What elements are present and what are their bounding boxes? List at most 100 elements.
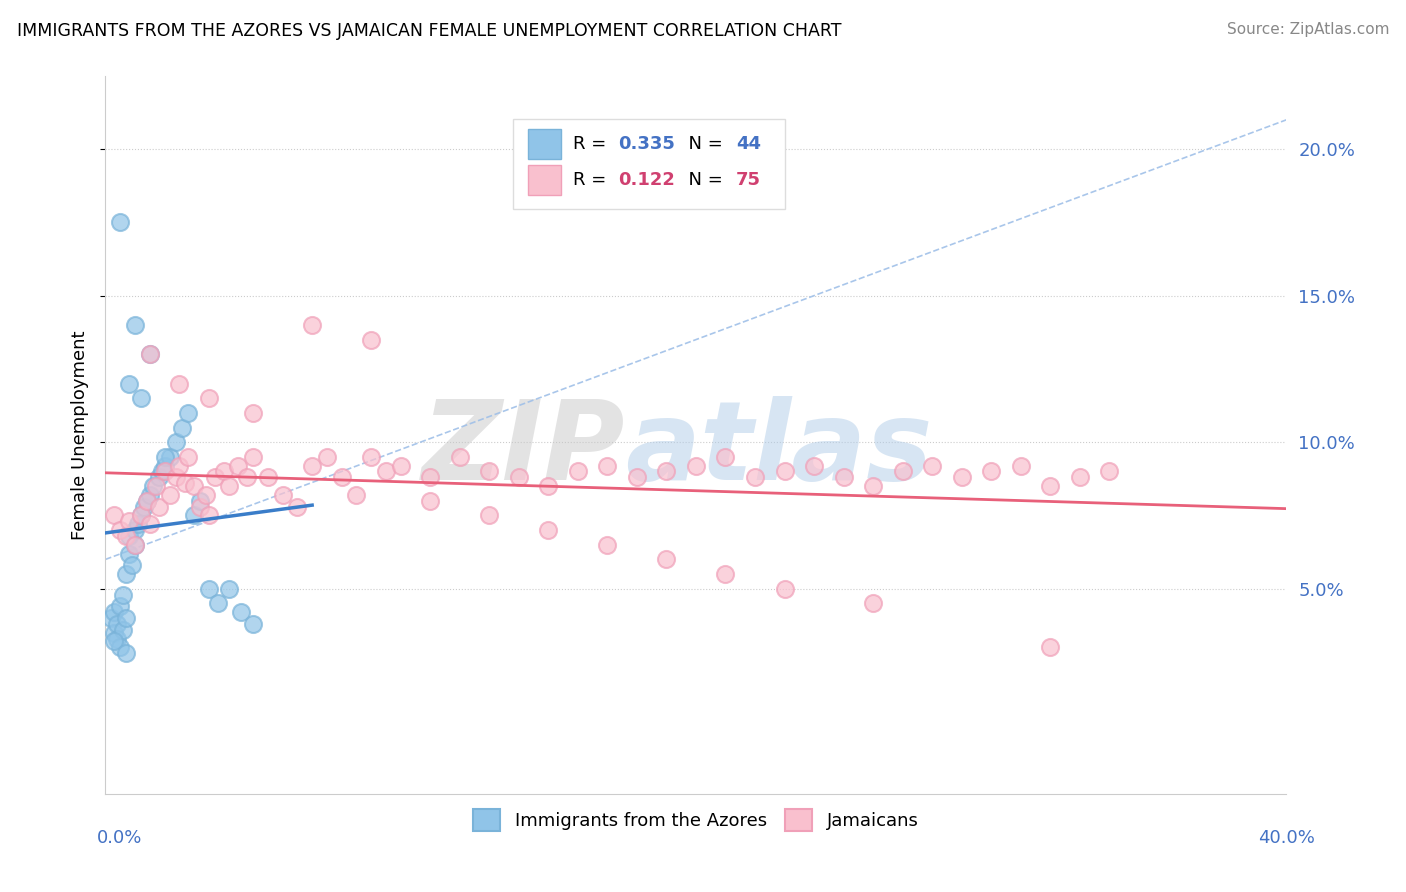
Point [115, 611, 138, 625]
Point [1069, 470, 1091, 484]
Point [129, 508, 152, 523]
Point [803, 458, 825, 473]
Point [124, 538, 146, 552]
Point [142, 479, 165, 493]
Point [110, 640, 132, 655]
Point [714, 450, 737, 464]
Point [419, 470, 441, 484]
Point [360, 450, 382, 464]
Point [478, 508, 501, 523]
Point [183, 508, 205, 523]
Point [103, 605, 125, 619]
Point [508, 470, 530, 484]
Point [197, 391, 219, 405]
Point [832, 470, 855, 484]
Point [132, 500, 155, 514]
Point [236, 470, 259, 484]
Point [1039, 479, 1062, 493]
Text: 0.335: 0.335 [619, 135, 675, 153]
Point [301, 318, 323, 332]
Text: ZIP: ZIP [422, 396, 626, 503]
Point [194, 488, 217, 502]
Text: IMMIGRANTS FROM THE AZORES VS JAMAICAN FEMALE UNEMPLOYMENT CORRELATION CHART: IMMIGRANTS FROM THE AZORES VS JAMAICAN F… [17, 22, 841, 40]
Point [103, 634, 125, 648]
Text: N =: N = [678, 135, 728, 153]
Point [159, 488, 181, 502]
Point [231, 605, 253, 619]
Point [138, 347, 162, 361]
Point [115, 646, 138, 660]
Bar [529, 129, 561, 159]
Point [242, 450, 264, 464]
Point [714, 567, 737, 582]
Point [287, 500, 309, 514]
Text: Source: ZipAtlas.com: Source: ZipAtlas.com [1226, 22, 1389, 37]
Point [537, 479, 560, 493]
Point [188, 500, 211, 514]
Point [374, 465, 398, 479]
Text: 40.0%: 40.0% [1258, 829, 1315, 847]
Point [537, 523, 560, 537]
Point [110, 599, 132, 614]
Text: R =: R = [574, 135, 612, 153]
Point [744, 470, 766, 484]
Point [315, 450, 337, 464]
Point [655, 465, 678, 479]
Point [118, 547, 141, 561]
Point [271, 488, 294, 502]
Point [980, 465, 1002, 479]
Point [257, 470, 280, 484]
Legend: Immigrants from the Azores, Jamaicans: Immigrants from the Azores, Jamaicans [467, 802, 925, 838]
Point [242, 406, 264, 420]
Point [129, 391, 152, 405]
Point [567, 465, 589, 479]
Point [301, 458, 323, 473]
Point [330, 470, 353, 484]
Point [103, 508, 125, 523]
Point [419, 493, 441, 508]
Point [112, 588, 135, 602]
Text: R =: R = [574, 171, 612, 189]
Point [862, 479, 884, 493]
Point [204, 470, 226, 484]
Point [596, 538, 619, 552]
Point [115, 529, 138, 543]
Point [177, 450, 200, 464]
Point [103, 625, 125, 640]
Point [183, 479, 205, 493]
Point [135, 493, 157, 508]
Text: atlas: atlas [626, 396, 932, 503]
Point [1098, 465, 1121, 479]
Point [188, 493, 211, 508]
Point [118, 529, 141, 543]
Point [596, 458, 619, 473]
Point [153, 450, 176, 464]
Point [891, 465, 914, 479]
Point [110, 215, 132, 229]
Point [389, 458, 412, 473]
Y-axis label: Female Unemployment: Female Unemployment [70, 330, 89, 540]
Point [105, 616, 128, 631]
Text: N =: N = [678, 171, 728, 189]
Point [138, 517, 162, 532]
Point [100, 611, 122, 625]
Point [118, 514, 141, 528]
Point [346, 488, 368, 502]
Point [138, 488, 162, 502]
Point [174, 476, 197, 491]
Point [145, 479, 167, 493]
Point [478, 465, 501, 479]
Point [153, 458, 176, 473]
Point [197, 508, 219, 523]
Point [950, 470, 973, 484]
Point [121, 558, 143, 573]
Point [129, 508, 152, 523]
Text: 0.122: 0.122 [619, 171, 675, 189]
Point [197, 582, 219, 596]
Point [921, 458, 943, 473]
Point [862, 596, 884, 610]
Point [242, 616, 264, 631]
Point [165, 435, 187, 450]
Point [626, 470, 648, 484]
Point [449, 450, 471, 464]
